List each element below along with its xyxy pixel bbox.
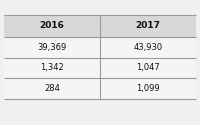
Bar (4, 37, 100, 58)
Text: 2017: 2017 (136, 21, 160, 30)
Bar (4, 58, 100, 78)
Bar (100, 37, 196, 58)
Bar (100, 58, 196, 78)
Bar (4, 15, 100, 37)
Bar (100, 78, 196, 99)
Text: 1,099: 1,099 (136, 84, 160, 93)
Text: 1,342: 1,342 (40, 63, 64, 72)
Text: 39,369: 39,369 (37, 43, 67, 52)
Text: 43,930: 43,930 (133, 43, 163, 52)
Text: 1,047: 1,047 (136, 63, 160, 72)
Text: 284: 284 (44, 84, 60, 93)
Bar (100, 15, 196, 37)
Text: 2016: 2016 (40, 21, 64, 30)
Bar (4, 78, 100, 99)
